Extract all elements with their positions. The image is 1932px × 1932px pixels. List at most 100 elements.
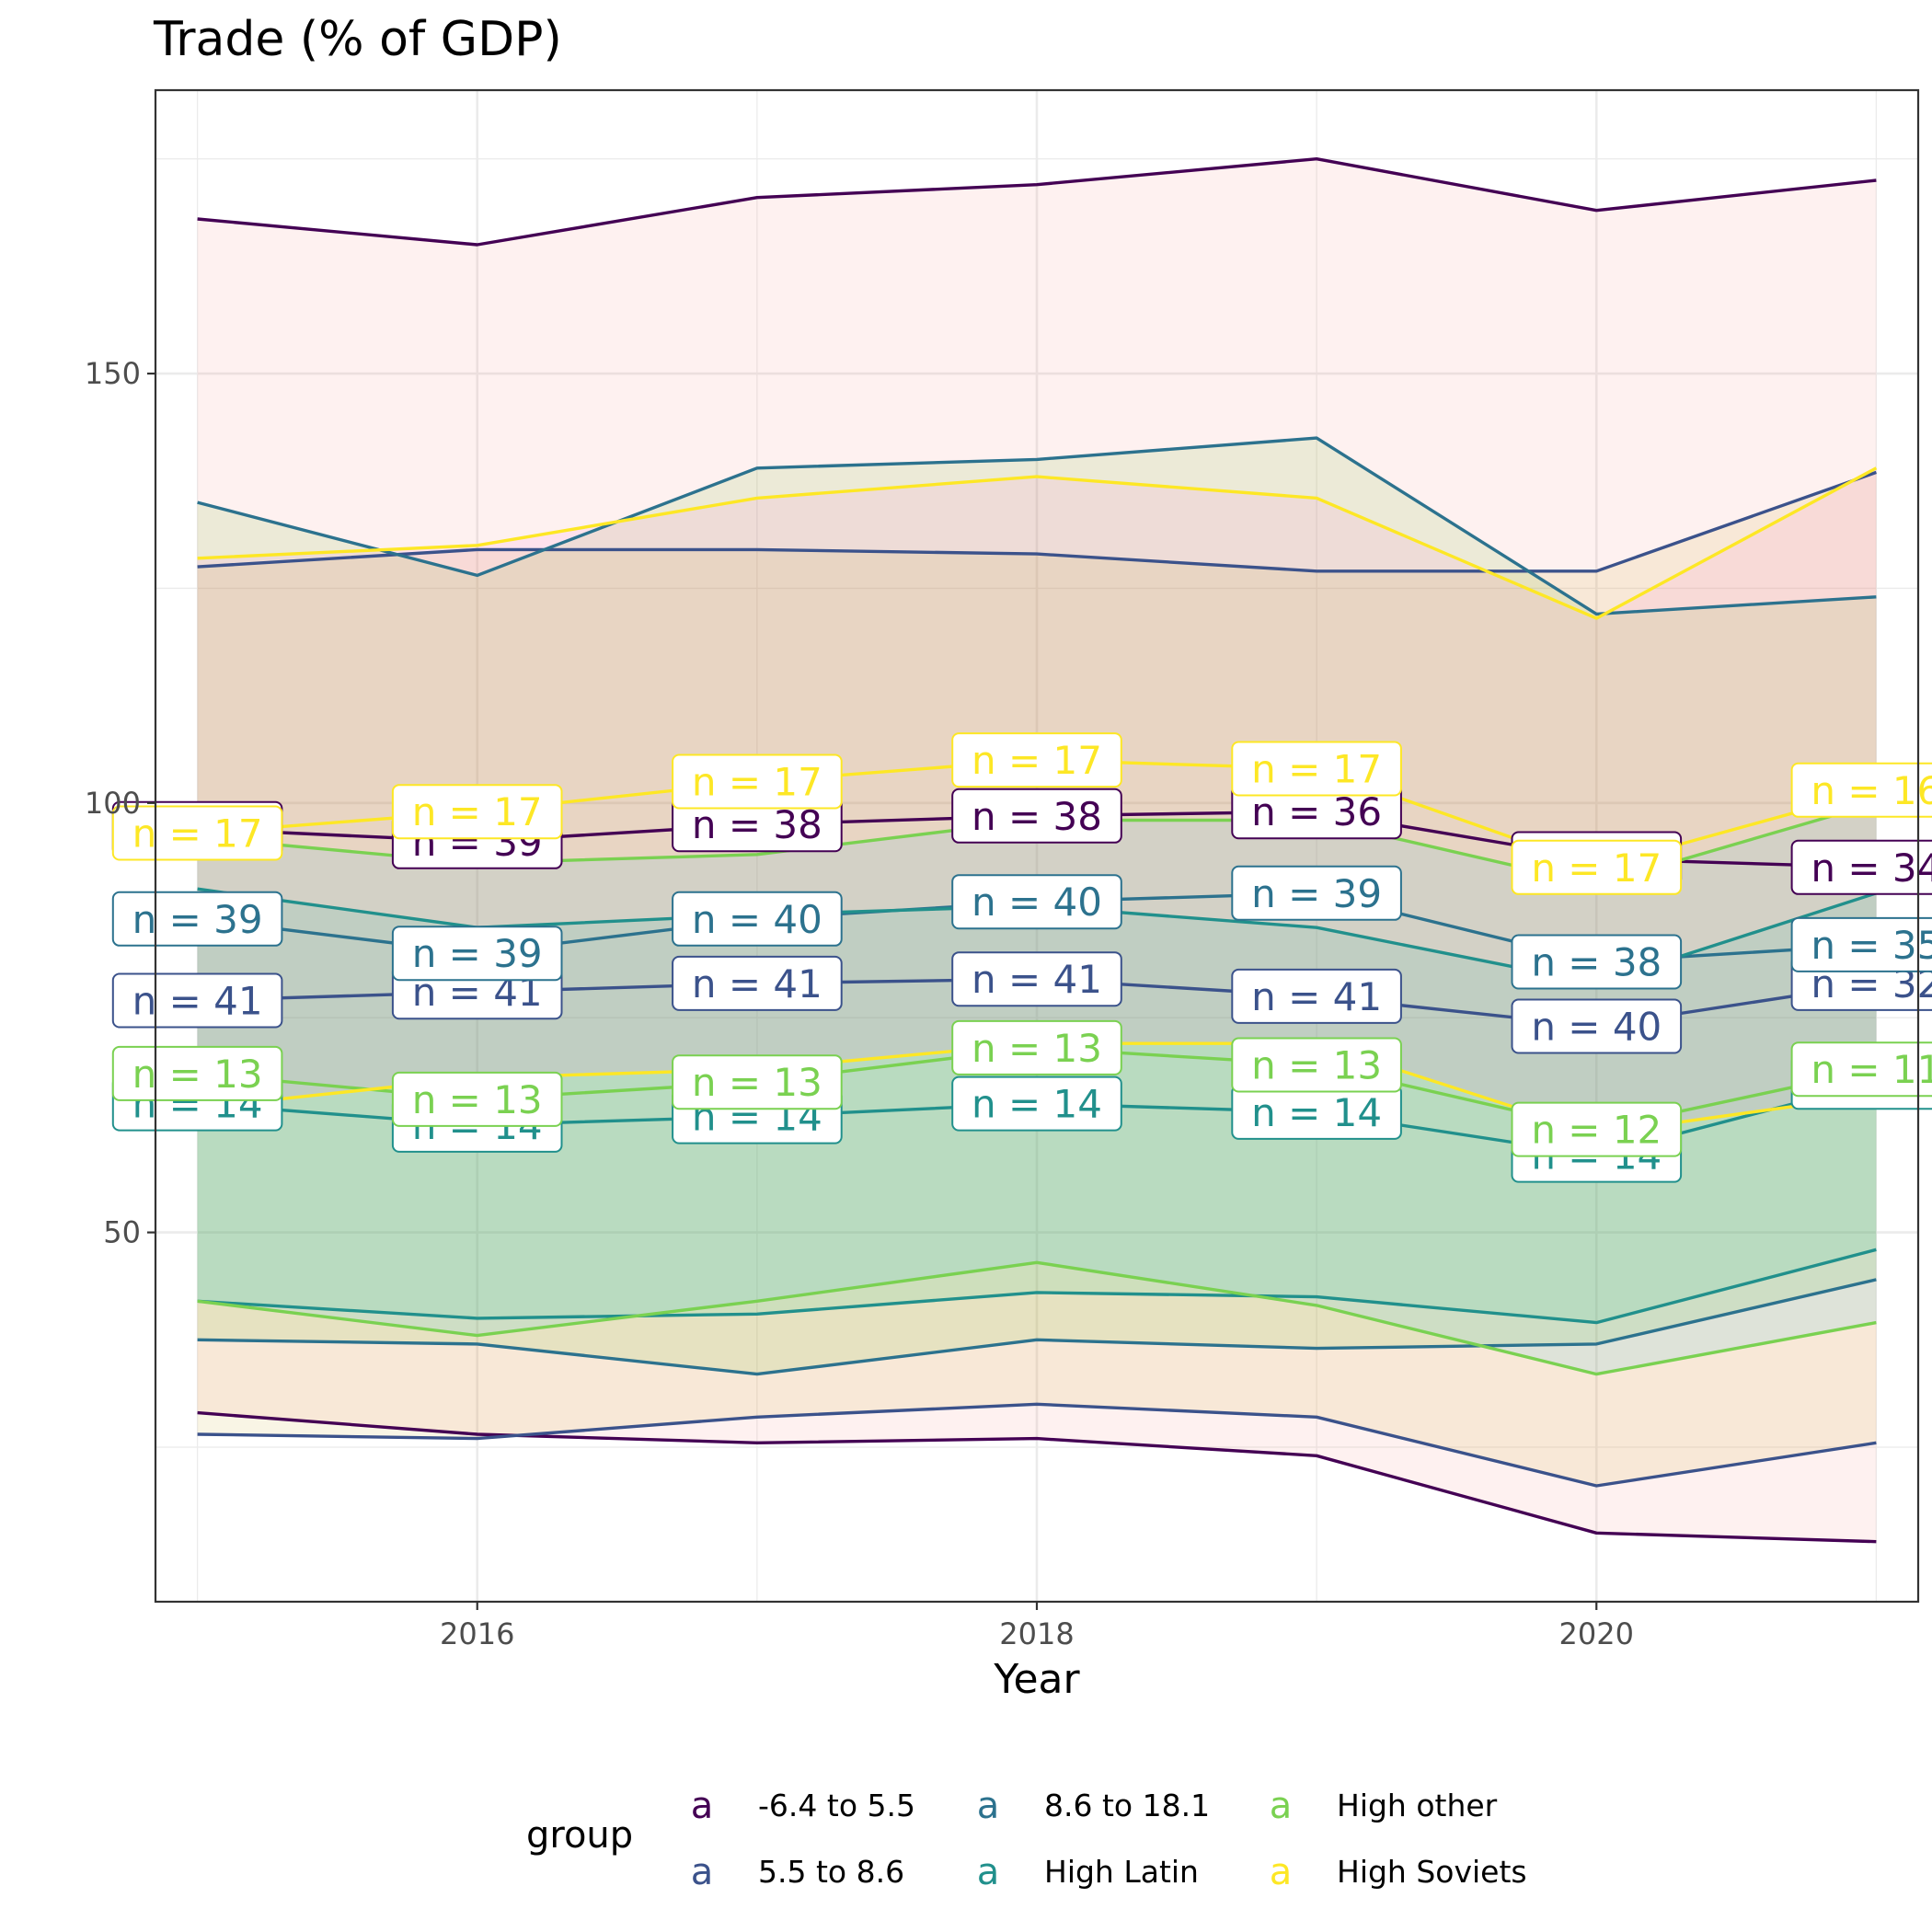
n-label-box (672, 1054, 843, 1110)
legend: group a -6.4 to 5.5 a 5.5 to 8.6 a 8.6 to 18.… (526, 1785, 1527, 1893)
n-label-box (1231, 865, 1402, 921)
series-line-upper (197, 466, 1878, 620)
legend-item: a -6.4 to 5.5 (691, 1785, 915, 1827)
legend-label: High Soviets (1337, 1854, 1527, 1890)
ribbon (197, 158, 1877, 1542)
n-label: n = 39 (1231, 865, 1402, 921)
n-label-text: n = 39 (132, 897, 263, 942)
n-label-box (391, 784, 563, 840)
n-label-text: n = 39 (412, 931, 543, 976)
n-label-box (1790, 839, 1932, 895)
n-label-box (1790, 762, 1932, 818)
y-tick-label: 100 (85, 786, 141, 821)
legend-item: a 5.5 to 8.6 (691, 1851, 904, 1893)
n-label-text: n = 17 (412, 789, 543, 834)
n-label-text: n = 11 (1811, 1047, 1932, 1092)
legend-label: 5.5 to 8.6 (758, 1854, 904, 1890)
series-line-lower (197, 1248, 1877, 1325)
n-label-box (672, 753, 843, 810)
n-label: n = 40 (672, 891, 843, 947)
series-line-upper (197, 470, 1877, 573)
n-label: n = 13 (1231, 1037, 1402, 1093)
n-label-box (951, 1075, 1122, 1132)
legend-item: a High other (1270, 1785, 1498, 1827)
n-label: n = 13 (111, 1045, 283, 1101)
x-axis-title: Year (993, 1656, 1080, 1703)
n-label: n = 17 (672, 753, 843, 810)
y-tick-label: 50 (103, 1215, 141, 1250)
x-tick-label: 2020 (1559, 1616, 1634, 1651)
n-label: n = 41 (111, 972, 283, 1029)
n-label-box (1231, 968, 1402, 1024)
n-label-box (1511, 839, 1683, 895)
legend-key: a (977, 1785, 1000, 1827)
n-label: n = 36 (1231, 784, 1402, 840)
n-label-text: n = 16 (1811, 768, 1932, 813)
n-label: n = 41 (672, 955, 843, 1011)
n-label-text: n = 40 (692, 897, 822, 942)
n-label: n = 40 (951, 874, 1122, 930)
n-label-box (951, 951, 1122, 1007)
legend-label: High Latin (1044, 1854, 1199, 1890)
axes: 50 100 150 2016 2018 2020 (85, 356, 1634, 1651)
ribbons (197, 158, 1877, 1542)
series-line-lower (197, 1278, 1877, 1376)
legend-title: group (526, 1814, 633, 1857)
n-label: n = 11 (1790, 1041, 1932, 1098)
legend-label: High other (1337, 1788, 1498, 1823)
n-label: n = 38 (951, 788, 1122, 844)
n-label-text: n = 17 (972, 738, 1102, 783)
n-label-text: n = 36 (1251, 789, 1382, 834)
n-label-text: n = 13 (972, 1026, 1102, 1071)
n-label: n = 38 (672, 797, 843, 853)
n-label-text: n = 13 (1251, 1043, 1382, 1088)
x-tick-label: 2018 (999, 1616, 1074, 1651)
legend-item: a High Latin (977, 1851, 1199, 1893)
n-label: n = 17 (1511, 839, 1683, 895)
legend-key: a (691, 1851, 714, 1893)
n-label: n = 13 (391, 1071, 563, 1127)
n-label-box (1511, 998, 1683, 1054)
chart-title: Trade (% of GDP) (153, 12, 562, 67)
series-line-lower (197, 1260, 1877, 1376)
x-tick-label: 2016 (440, 1616, 514, 1651)
series-line-upper (197, 157, 1877, 247)
n-label-text: n = 14 (972, 1082, 1102, 1127)
series-line-lower (197, 1402, 1877, 1488)
n-label-text: n = 17 (1251, 747, 1382, 792)
n-label: n = 39 (391, 926, 563, 982)
legend-item: a High Soviets (1270, 1851, 1527, 1893)
n-label: n = 17 (1231, 741, 1402, 797)
n-label: n = 35 (1790, 916, 1932, 972)
n-label-text: n = 13 (412, 1077, 543, 1122)
legend-key: a (1270, 1785, 1293, 1827)
n-label: n = 41 (1231, 968, 1402, 1024)
n-label: n = 12 (1511, 1101, 1683, 1157)
n-label-text: n = 41 (972, 957, 1102, 1002)
n-label-text: n = 17 (1531, 845, 1662, 891)
n-label-box (951, 788, 1122, 844)
legend-key: a (691, 1785, 714, 1827)
n-label-text: n = 17 (132, 811, 263, 857)
n-label-box (951, 732, 1122, 788)
n-label-text: n = 41 (692, 961, 822, 1006)
n-label-text: n = 14 (1251, 1090, 1382, 1135)
legend-key: a (977, 1851, 1000, 1893)
n-label-box (1511, 1101, 1683, 1157)
series-line-upper (197, 436, 1877, 616)
n-label-box (672, 891, 843, 947)
n-label: n = 39 (111, 891, 283, 947)
n-label: n = 40 (1511, 998, 1683, 1054)
n-label-text: n = 39 (1251, 871, 1382, 916)
n-labels: n = 40 n = 39 n = 38 n = 38 n = 36 n = 35 n = … (111, 732, 1932, 1183)
n-label-box (1231, 1037, 1402, 1093)
legend-label: -6.4 to 5.5 (758, 1788, 915, 1823)
n-label-box (951, 874, 1122, 930)
y-tick-label: 150 (85, 356, 141, 391)
n-label: n = 14 (1231, 1084, 1402, 1140)
n-label-text: n = 13 (692, 1060, 822, 1105)
n-label-box (672, 955, 843, 1011)
n-label-box (1790, 916, 1932, 972)
n-label: n = 13 (951, 1019, 1122, 1075)
